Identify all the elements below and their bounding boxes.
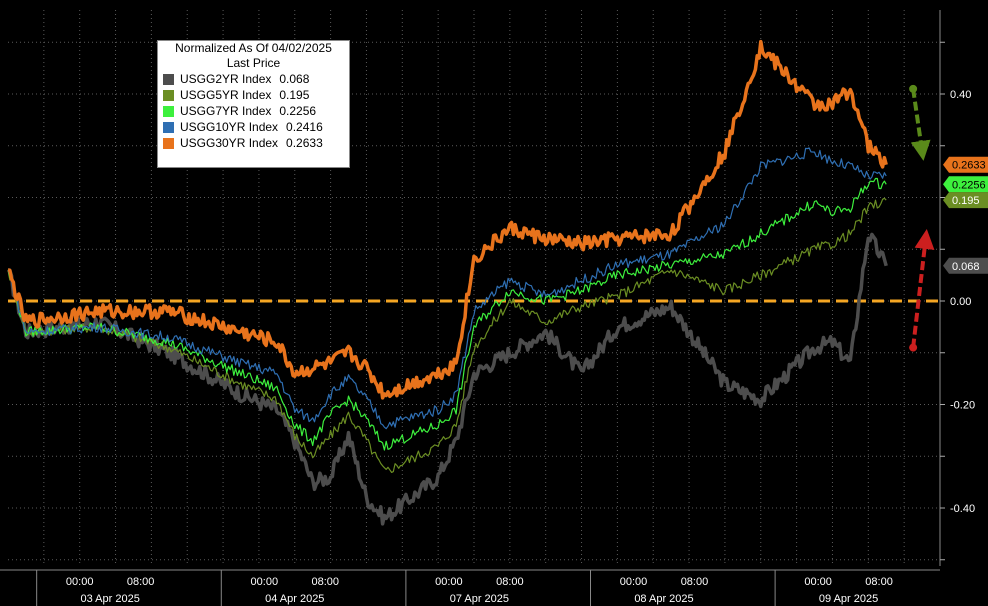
legend-series-name: USGG30YR Index (180, 136, 279, 150)
x-date-label: 03 Apr 2025 (80, 593, 139, 605)
legend-series-value: 0.068 (279, 72, 310, 86)
last-value-tag (943, 257, 988, 274)
last-value-tag (943, 192, 988, 209)
annotation-arrow (911, 228, 935, 348)
x-time-label: 08:00 (681, 576, 709, 588)
series-line (7, 232, 888, 526)
x-time-label: 00:00 (251, 576, 279, 588)
series-line (7, 147, 887, 430)
legend-swatch (163, 121, 174, 133)
last-value-tag (943, 176, 988, 193)
x-time-label: 08:00 (311, 576, 339, 588)
x-date-label: 08 Apr 2025 (634, 593, 693, 605)
x-time-label: 00:00 (804, 576, 832, 588)
legend-series-value: 0.2416 (286, 120, 323, 134)
series-line (7, 39, 888, 400)
legend-item-10yr: USGG10YR Index 0.2416 (158, 119, 349, 135)
y-tick-label: -0.40 (950, 503, 975, 515)
legend-series-name: USGG10YR Index (180, 120, 279, 134)
legend-item-30yr: USGG30YR Index 0.2633 (158, 135, 349, 151)
legend-title: Normalized As Of 04/02/2025 (175, 41, 332, 55)
x-date-label: 09 Apr 2025 (819, 593, 878, 605)
series-line (7, 177, 887, 451)
last-value-tag-label: 0.195 (952, 195, 980, 207)
last-value-tag (943, 156, 988, 173)
legend-series-name: USGG7YR Index (180, 104, 272, 118)
x-time-label: 00:00 (620, 576, 648, 588)
x-date-label: 04 Apr 2025 (265, 593, 324, 605)
legend-swatch (163, 89, 174, 101)
x-time-label: 00:00 (435, 576, 463, 588)
legend-swatch (163, 137, 174, 149)
legend-series-value: 0.2633 (286, 136, 323, 150)
legend-swatch (163, 73, 174, 85)
last-value-tag-label: 0.068 (952, 261, 980, 273)
x-date-label: 07 Apr 2025 (450, 593, 509, 605)
x-time-label: 08:00 (865, 576, 893, 588)
x-time-label: 08:00 (127, 576, 155, 588)
y-tick-label: 0.40 (950, 89, 971, 101)
legend-series-value: 0.195 (279, 88, 310, 102)
legend: Normalized As Of 04/02/2025 Last Price U… (157, 40, 350, 168)
annotation-arrow (910, 88, 931, 161)
legend-item-7yr: USGG7YR Index 0.2256 (158, 103, 349, 119)
legend-series-value: 0.2256 (279, 104, 317, 118)
y-tick-label: 0.00 (950, 296, 971, 308)
series-line (7, 197, 887, 473)
x-time-label: 00:00 (66, 576, 94, 588)
legend-subtitle: Last Price (226, 56, 281, 70)
last-value-tag-label: 0.2256 (952, 179, 986, 191)
legend-item-2yr: USGG2YR Index 0.068 (158, 71, 349, 87)
legend-item-5yr: USGG5YR Index 0.195 (158, 87, 349, 103)
legend-series-name: USGG5YR Index (180, 88, 272, 102)
y-tick-label: -0.20 (950, 400, 975, 412)
legend-swatch (163, 105, 174, 117)
legend-series-name: USGG2YR Index (180, 72, 272, 86)
x-time-label: 08:00 (496, 576, 524, 588)
last-value-tag-label: 0.2633 (952, 160, 986, 172)
